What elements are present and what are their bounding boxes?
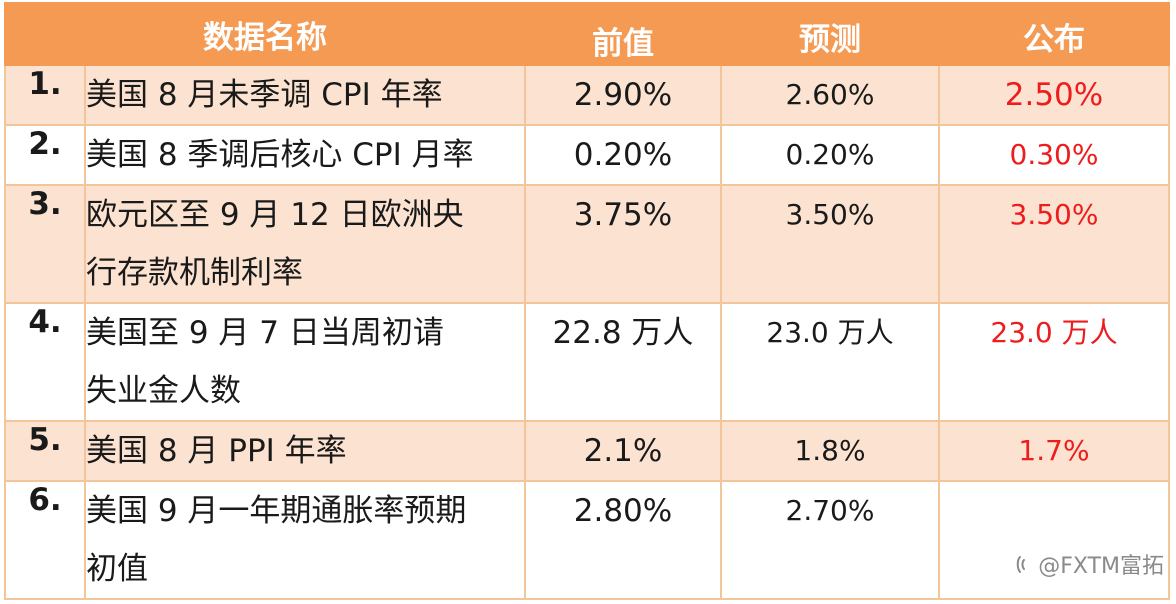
row-actual	[938, 480, 1170, 600]
row-forecast: 0.20%	[720, 124, 940, 186]
row-name-line: 美国 9 月一年期通胀率预期	[86, 493, 467, 529]
row-actual: 3.50%	[938, 184, 1170, 304]
row-name-line: 初值	[86, 551, 148, 587]
header-actual: 公布	[938, 2, 1170, 66]
header-forecast: 预测	[720, 2, 940, 66]
table-header-row: 数据名称 前值 预测 公布	[4, 2, 1170, 66]
table-row: 5. 美国 8 月 PPI 年率 2.1% 1.8% 1.7%	[4, 420, 1170, 482]
row-name: 美国 8 季调后核心 CPI 月率	[84, 124, 526, 186]
row-name: 美国至 9 月 7 日当周初请 失业金人数	[84, 302, 526, 422]
watermark: @FXTM富拓	[1016, 548, 1164, 580]
table-row: 1. 美国 8 月未季调 CPI 年率 2.90% 2.60% 2.50%	[4, 64, 1170, 126]
table-row: 2. 美国 8 季调后核心 CPI 月率 0.20% 0.20% 0.30%	[4, 124, 1170, 186]
row-name-line: 欧元区至 9 月 12 日欧洲央	[86, 197, 464, 233]
row-name-line: 美国 8 月 PPI 年率	[86, 433, 347, 469]
row-forecast: 3.50%	[720, 184, 940, 304]
row-forecast: 23.0 万人	[720, 302, 940, 422]
row-name: 欧元区至 9 月 12 日欧洲央 行存款机制利率	[84, 184, 526, 304]
row-previous: 2.80%	[524, 480, 722, 600]
row-name-line: 失业金人数	[86, 373, 241, 409]
table-row: 4. 美国至 9 月 7 日当周初请 失业金人数 22.8 万人 23.0 万人…	[4, 302, 1170, 422]
table-row: 3. 欧元区至 9 月 12 日欧洲央 行存款机制利率 3.75% 3.50% …	[4, 184, 1170, 304]
row-actual: 1.7%	[938, 420, 1170, 482]
row-previous: 22.8 万人	[524, 302, 722, 422]
economic-data-table: 数据名称 前值 预测 公布 1. 美国 8 月未季调 CPI 年率 2.90% …	[4, 2, 1170, 600]
row-name: 美国 8 月 PPI 年率	[84, 420, 526, 482]
header-data-name: 数据名称	[4, 2, 526, 66]
row-index: 3.	[4, 184, 86, 304]
row-name-line: 美国 8 月未季调 CPI 年率	[86, 77, 443, 113]
row-forecast: 2.60%	[720, 64, 940, 126]
row-name: 美国 9 月一年期通胀率预期 初值	[84, 480, 526, 600]
row-previous: 2.1%	[524, 420, 722, 482]
row-index: 2.	[4, 124, 86, 186]
row-previous: 3.75%	[524, 184, 722, 304]
header-previous: 前值	[524, 2, 722, 66]
row-forecast: 1.8%	[720, 420, 940, 482]
table-row: 6. 美国 9 月一年期通胀率预期 初值 2.80% 2.70%	[4, 480, 1170, 600]
row-index: 1.	[4, 64, 86, 126]
row-name-line: 美国 8 季调后核心 CPI 月率	[86, 137, 474, 173]
watermark-text: @FXTM富拓	[1038, 554, 1164, 579]
row-index: 6.	[4, 480, 86, 600]
row-previous: 0.20%	[524, 124, 722, 186]
row-actual: 2.50%	[938, 64, 1170, 126]
row-previous: 2.90%	[524, 64, 722, 126]
row-index: 5.	[4, 420, 86, 482]
weibo-logo-icon	[1016, 553, 1034, 575]
row-actual: 23.0 万人	[938, 302, 1170, 422]
row-name-line: 美国至 9 月 7 日当周初请	[86, 315, 444, 351]
row-forecast: 2.70%	[720, 480, 940, 600]
row-index: 4.	[4, 302, 86, 422]
row-name-line: 行存款机制利率	[86, 255, 303, 291]
row-name: 美国 8 月未季调 CPI 年率	[84, 64, 526, 126]
row-actual: 0.30%	[938, 124, 1170, 186]
